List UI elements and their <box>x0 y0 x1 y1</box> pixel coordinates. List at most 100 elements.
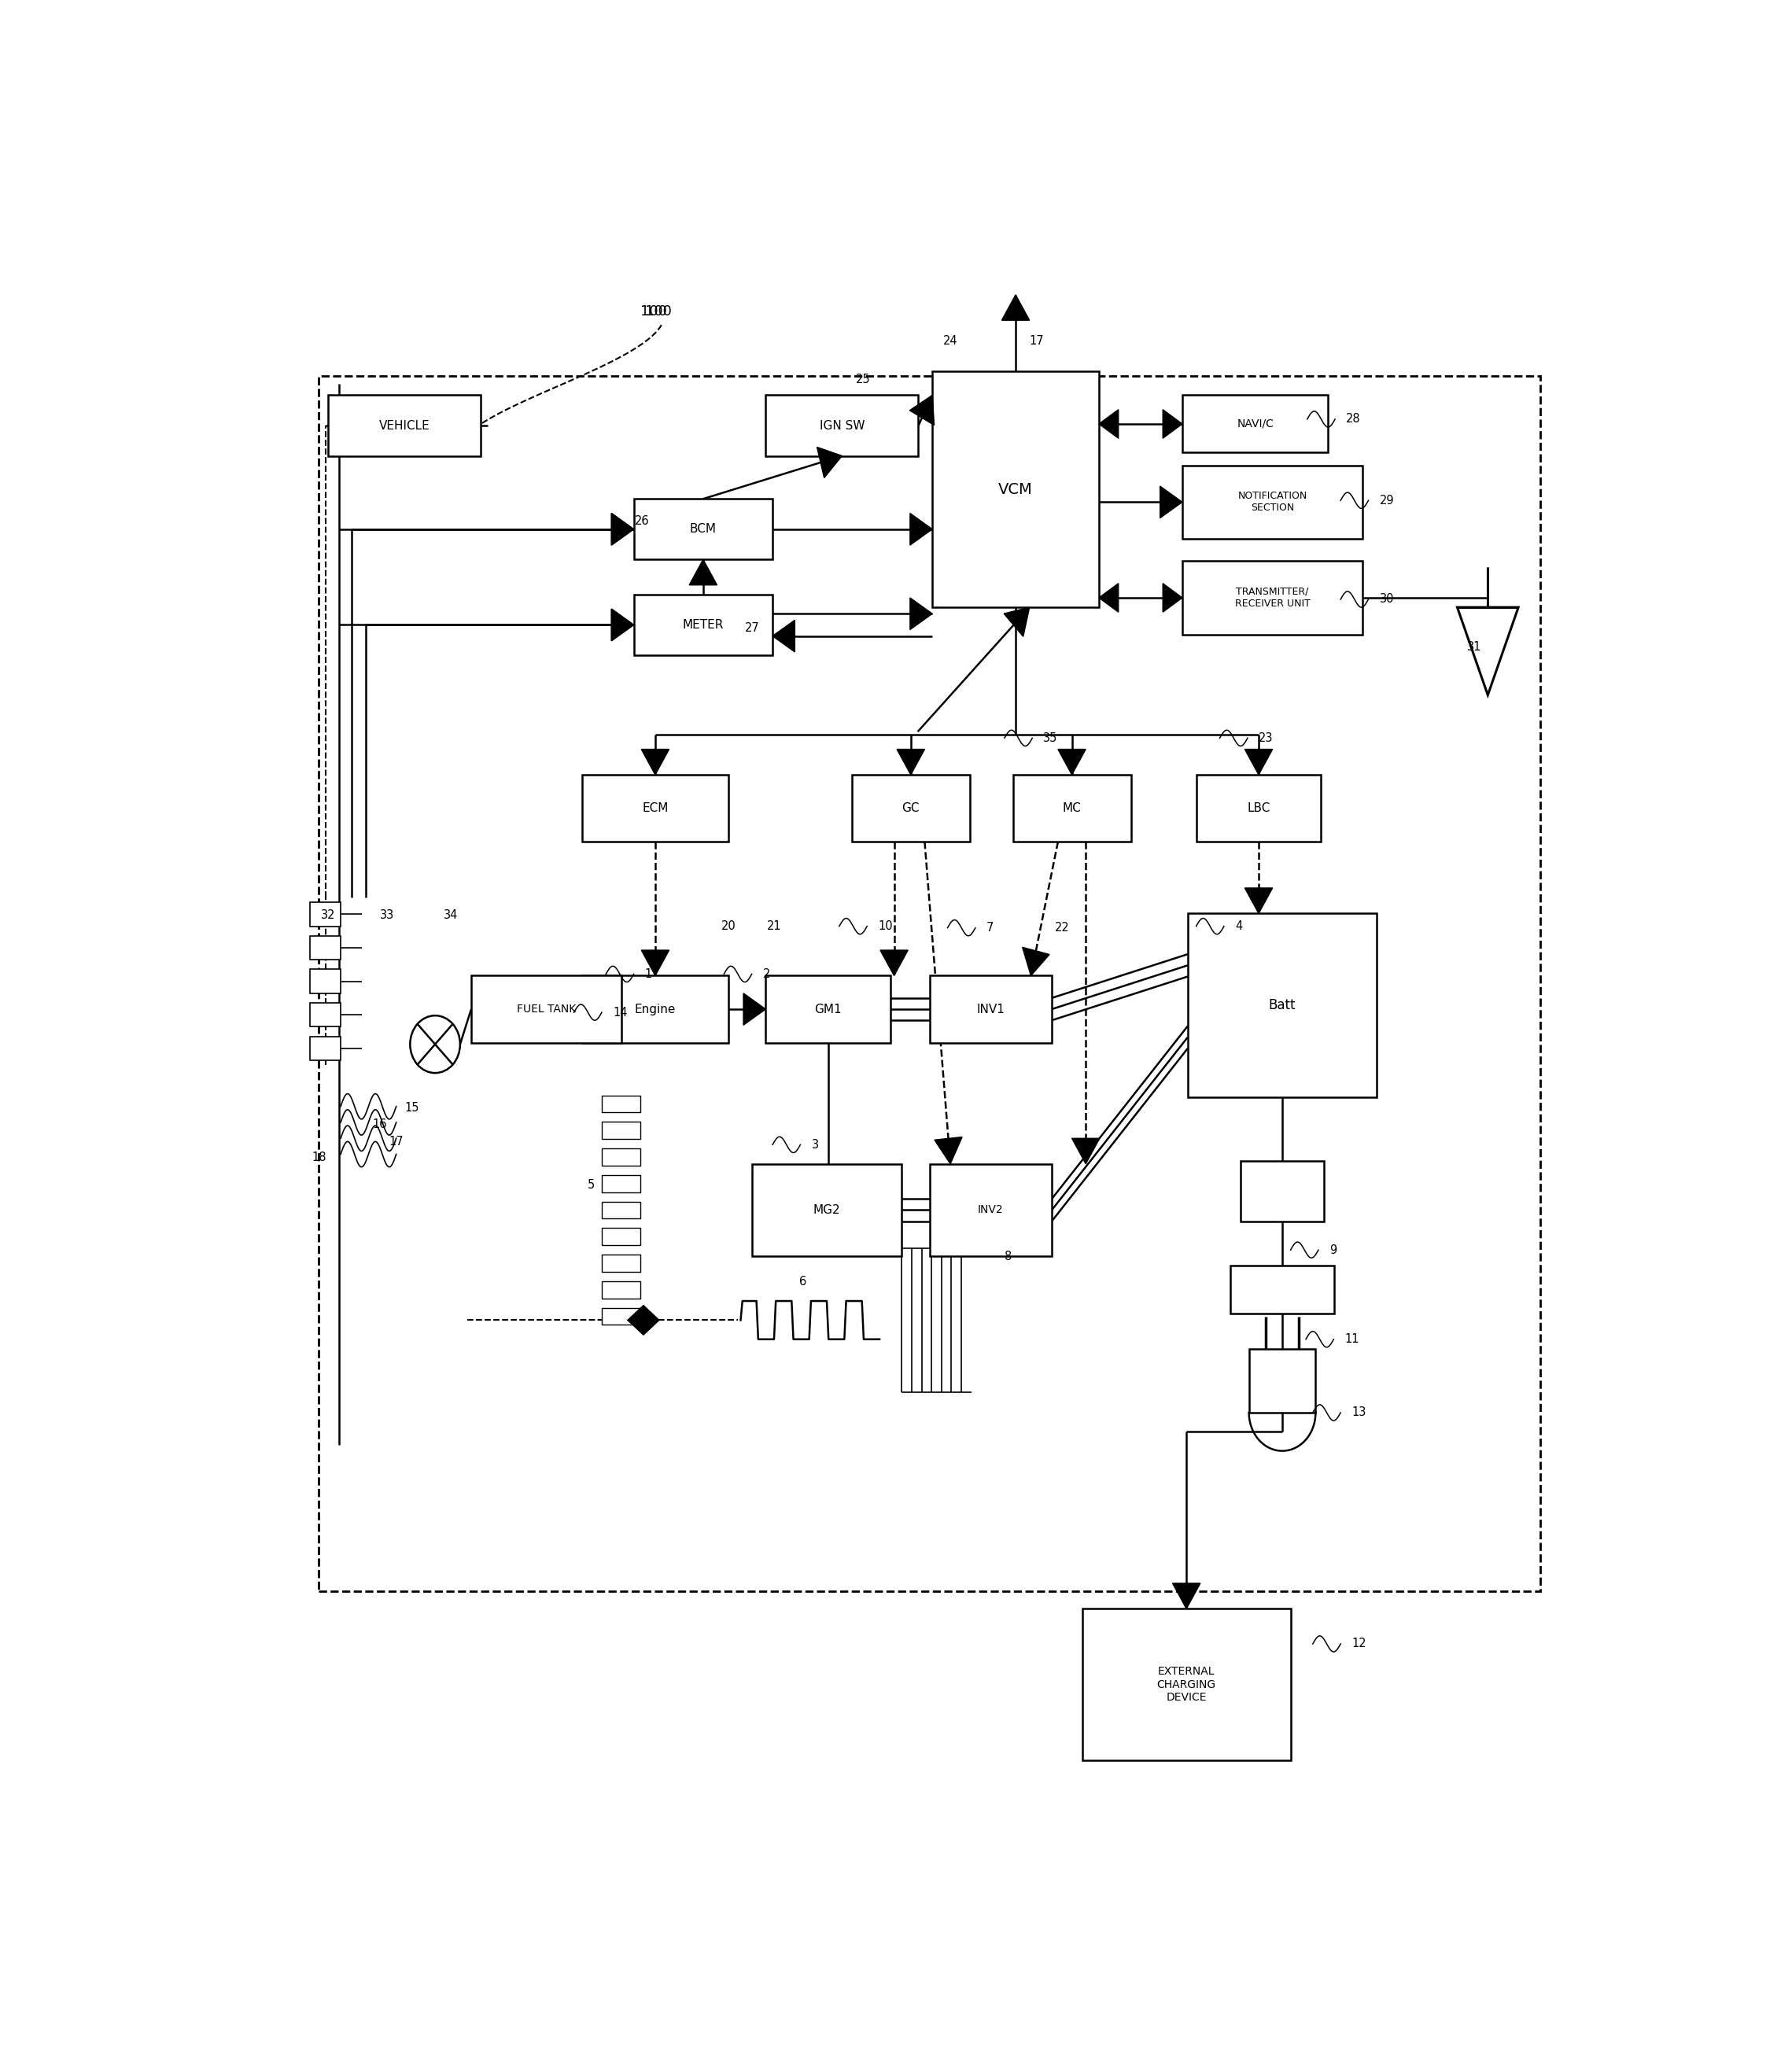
Bar <box>1249 1348 1315 1412</box>
Bar <box>1188 913 1376 1098</box>
Text: 11: 11 <box>1344 1334 1360 1346</box>
Polygon shape <box>880 951 909 975</box>
Bar <box>1082 1609 1290 1760</box>
Bar <box>471 975 622 1042</box>
Text: 31: 31 <box>1468 642 1482 652</box>
Bar <box>634 499 772 559</box>
Text: LBC: LBC <box>1247 801 1271 814</box>
Text: BCM: BCM <box>690 524 717 534</box>
Bar <box>602 1255 642 1272</box>
Text: 28: 28 <box>1346 414 1360 425</box>
Bar <box>1229 1265 1335 1313</box>
Text: 25: 25 <box>857 373 871 385</box>
Bar <box>930 975 1052 1042</box>
Text: 4: 4 <box>1235 920 1242 932</box>
Bar <box>634 594 772 654</box>
Bar <box>1197 775 1321 841</box>
Bar <box>932 371 1098 607</box>
Bar <box>765 975 891 1042</box>
Polygon shape <box>1172 1582 1201 1609</box>
Text: 13: 13 <box>1351 1406 1366 1419</box>
Polygon shape <box>611 609 634 640</box>
Bar <box>310 969 340 994</box>
Text: 7: 7 <box>986 922 995 934</box>
Text: IGN SW: IGN SW <box>819 420 864 431</box>
Bar <box>930 1164 1052 1257</box>
Text: 14: 14 <box>613 1007 627 1019</box>
Text: METER: METER <box>683 619 724 632</box>
Polygon shape <box>934 1137 962 1164</box>
Text: INV2: INV2 <box>978 1205 1004 1216</box>
Bar <box>602 1096 642 1112</box>
Bar <box>582 775 728 841</box>
Text: 27: 27 <box>745 621 760 634</box>
Bar <box>1012 775 1131 841</box>
Text: 21: 21 <box>767 920 781 932</box>
Bar <box>310 903 340 926</box>
Text: 10: 10 <box>878 920 892 932</box>
Text: 18: 18 <box>312 1151 326 1164</box>
Polygon shape <box>642 951 668 975</box>
Text: VCM: VCM <box>998 483 1032 497</box>
Polygon shape <box>1163 410 1183 439</box>
Text: 1: 1 <box>645 969 652 980</box>
Text: NOTIFICATION
SECTION: NOTIFICATION SECTION <box>1238 491 1306 514</box>
Bar <box>602 1174 642 1193</box>
Text: 32: 32 <box>321 909 335 922</box>
Polygon shape <box>611 514 634 545</box>
Text: MC: MC <box>1063 801 1081 814</box>
Text: EXTERNAL
CHARGING
DEVICE: EXTERNAL CHARGING DEVICE <box>1158 1667 1217 1702</box>
Text: GC: GC <box>901 801 919 814</box>
Bar <box>602 1282 642 1299</box>
Text: Batt: Batt <box>1269 998 1296 1013</box>
Bar <box>328 396 480 456</box>
Text: 9: 9 <box>1330 1245 1337 1255</box>
Text: 8: 8 <box>1005 1251 1012 1261</box>
Polygon shape <box>744 994 765 1025</box>
Bar <box>602 1201 642 1218</box>
Text: 5: 5 <box>588 1178 595 1191</box>
Polygon shape <box>1159 487 1183 518</box>
Polygon shape <box>611 514 634 545</box>
Bar <box>310 1036 340 1060</box>
Polygon shape <box>910 514 932 545</box>
Bar <box>851 775 969 841</box>
Text: GM1: GM1 <box>815 1002 842 1015</box>
Text: INV1: INV1 <box>977 1002 1005 1015</box>
Text: 22: 22 <box>1054 922 1070 934</box>
Text: 33: 33 <box>380 909 394 922</box>
Bar <box>602 1149 642 1166</box>
Bar <box>602 1122 642 1139</box>
Text: 16: 16 <box>373 1118 387 1131</box>
Text: 15: 15 <box>405 1102 419 1114</box>
Text: NAVI/C: NAVI/C <box>1236 418 1274 429</box>
Bar <box>310 936 340 959</box>
Text: Engine: Engine <box>634 1002 676 1015</box>
Text: 17: 17 <box>389 1135 403 1147</box>
Polygon shape <box>1002 294 1030 321</box>
Text: FUEL TANK: FUEL TANK <box>516 1004 575 1015</box>
Text: MG2: MG2 <box>814 1203 840 1216</box>
Bar <box>753 1164 901 1257</box>
Text: 6: 6 <box>799 1276 806 1288</box>
Text: 100: 100 <box>642 304 667 319</box>
Text: 12: 12 <box>1351 1638 1366 1651</box>
Polygon shape <box>772 619 796 652</box>
Text: 100: 100 <box>645 304 672 319</box>
Polygon shape <box>629 1307 659 1334</box>
Polygon shape <box>910 599 932 630</box>
Text: 29: 29 <box>1380 495 1394 507</box>
Bar <box>1183 396 1328 454</box>
Text: 20: 20 <box>720 920 737 932</box>
Polygon shape <box>1245 888 1272 913</box>
Polygon shape <box>1163 584 1183 613</box>
Polygon shape <box>1072 1139 1100 1164</box>
Text: 3: 3 <box>812 1139 819 1151</box>
Bar <box>602 1309 642 1325</box>
Text: 30: 30 <box>1380 594 1394 605</box>
Polygon shape <box>1004 607 1030 636</box>
Text: 34: 34 <box>443 909 459 922</box>
Text: 35: 35 <box>1043 733 1057 743</box>
Bar <box>1183 561 1364 634</box>
Text: 2: 2 <box>763 969 771 980</box>
